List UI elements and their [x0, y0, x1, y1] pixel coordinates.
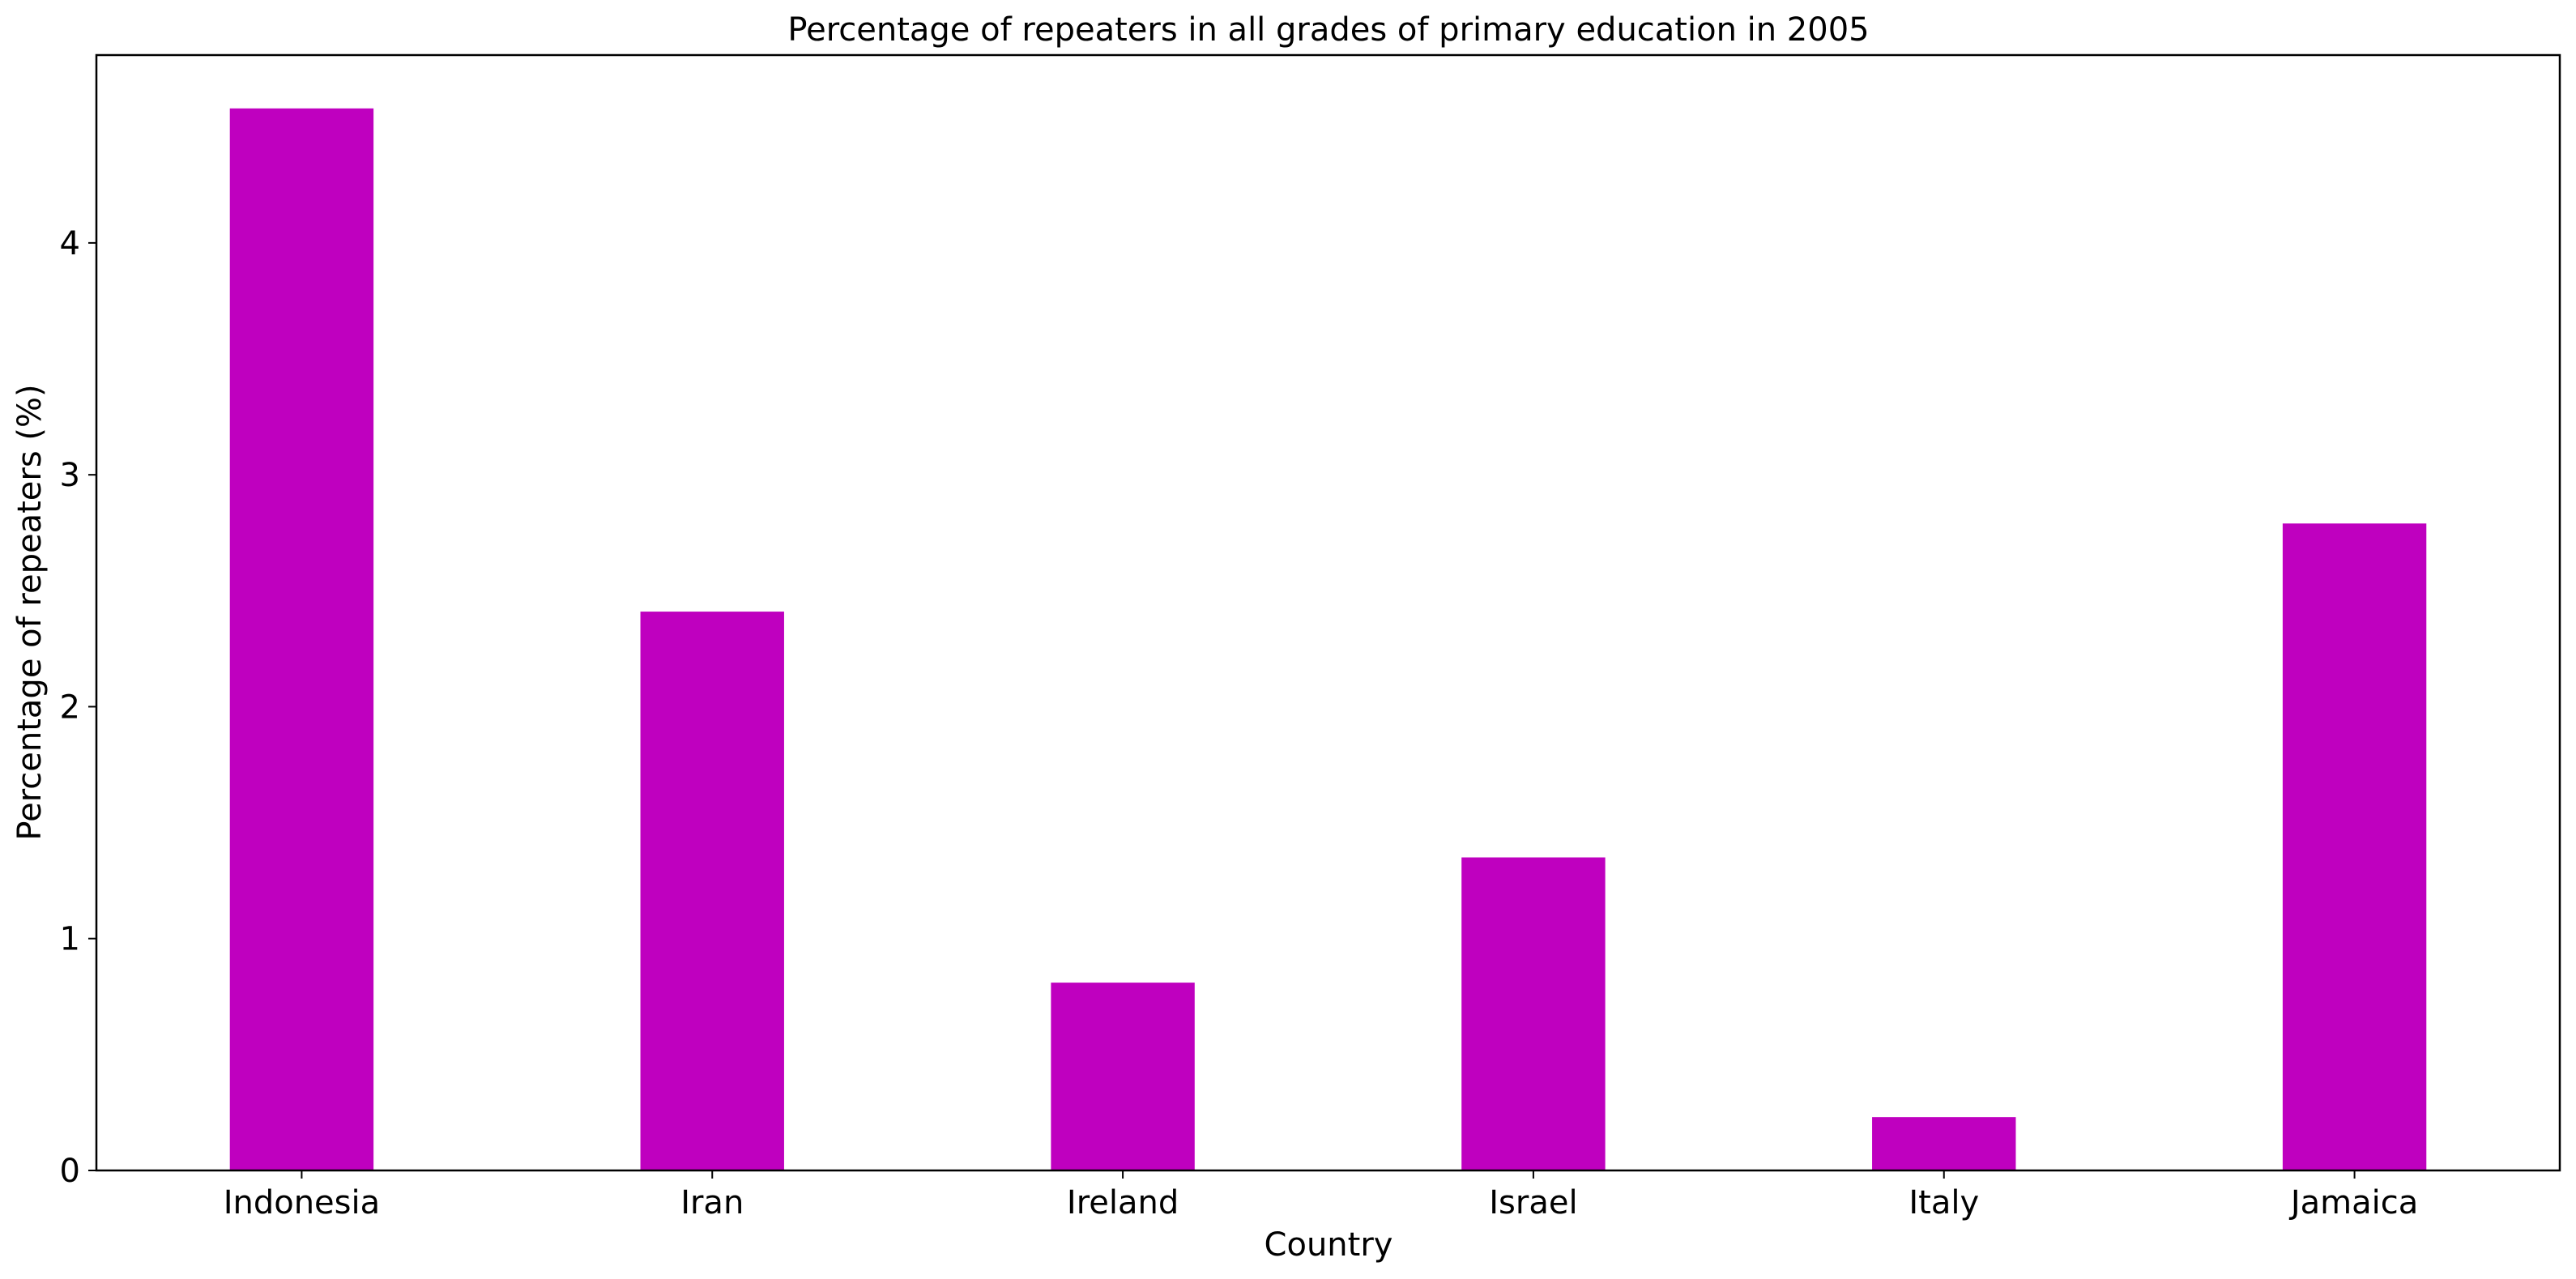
y-tick-label: 0 [60, 1153, 80, 1190]
bar-italy [1872, 1117, 2016, 1170]
bar-ireland [1051, 983, 1195, 1170]
y-tick-label: 3 [60, 457, 80, 494]
bar-jamaica [2282, 523, 2427, 1170]
x-tick-label: Jamaica [2288, 1184, 2418, 1221]
bars-group [229, 108, 2427, 1170]
y-tick-label: 4 [60, 225, 80, 262]
chart-title: Percentage of repeaters in all grades of… [787, 11, 1869, 49]
bar-israel [1461, 857, 1606, 1170]
y-tick-label: 2 [60, 689, 80, 726]
x-tick-label: Iran [680, 1184, 744, 1221]
bar-iran [640, 612, 784, 1170]
x-tick-label: Israel [1489, 1184, 1577, 1221]
x-tick-label: Italy [1909, 1184, 1979, 1221]
x-axis-ticks: Indonesia Iran Ireland Israel Italy Jamaica [224, 1170, 2418, 1221]
bar-indonesia [229, 108, 374, 1170]
axes-frame [95, 53, 2561, 1172]
y-tick-label: 1 [60, 921, 80, 958]
x-tick-label: Indonesia [224, 1184, 380, 1221]
x-axis-label: Country [1265, 1226, 1393, 1264]
y-axis-label: Percentage of repeaters (%) [11, 384, 49, 840]
y-axis-ticks: 0 1 2 3 4 [60, 225, 96, 1190]
x-tick-label: Ireland [1067, 1184, 1179, 1221]
